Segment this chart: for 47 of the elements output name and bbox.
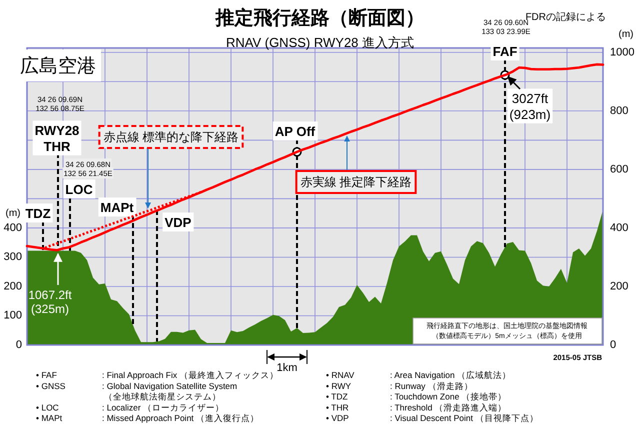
glossary: : Global Navigation Satellite System bbox=[102, 380, 238, 391]
ytick: 200 bbox=[4, 280, 22, 292]
annotation: TDZ bbox=[23, 204, 53, 222]
y2tick: 1000 bbox=[610, 46, 634, 58]
glossary: • RWY bbox=[326, 380, 352, 391]
glossary: • THR bbox=[326, 402, 349, 412]
glossary: • VDP bbox=[326, 413, 349, 424]
y2label: (m) bbox=[618, 28, 634, 40]
ytick: 0 bbox=[16, 339, 22, 351]
subtitle: RNAV (GNSS) RWY28 進入方式 bbox=[226, 34, 414, 50]
glossary: : Localizer （ローカライザー） bbox=[102, 402, 224, 412]
glossary: : Area Navigation （広域航法） bbox=[390, 370, 512, 380]
ytick: 300 bbox=[4, 251, 22, 264]
glossary: : Final Approach Fix （最終進入フィックス） bbox=[102, 370, 278, 380]
annotation: RWY28 THR bbox=[32, 120, 82, 156]
annotation: AP Off bbox=[272, 122, 318, 140]
annotation: VDP bbox=[162, 212, 194, 232]
annotation: LOC bbox=[63, 180, 96, 198]
glossary: : Threshold （滑走路進入端） bbox=[390, 402, 507, 412]
glossary: • GNSS bbox=[36, 380, 66, 391]
annotation: 3027ft (923m) bbox=[507, 88, 553, 124]
y2tick: 800 bbox=[610, 104, 628, 117]
glossary: • LOC bbox=[36, 402, 59, 412]
series-label: 赤実線 推定降下経路 bbox=[300, 175, 412, 189]
y2tick: 400 bbox=[610, 222, 628, 234]
series-name: 赤点線 標準的な降下経路 bbox=[98, 125, 244, 149]
scale-label: 1km bbox=[276, 362, 298, 374]
y2tick: 0 bbox=[610, 339, 616, 351]
glossary: • RNAV bbox=[326, 370, 354, 380]
title: 推定飛行経路（断面図） bbox=[216, 8, 424, 28]
glossary: • TDZ bbox=[326, 392, 348, 402]
annotation: MAPt bbox=[98, 198, 136, 216]
glossary: : Visual Descent Point （目視降下点） bbox=[390, 413, 538, 424]
glossary: : Runway （滑走路） bbox=[390, 380, 473, 391]
y2tick: 200 bbox=[610, 280, 628, 292]
glossary: （全地球航法衛星システム） bbox=[104, 392, 221, 402]
ytick: 400 bbox=[4, 222, 22, 234]
y2tick: 600 bbox=[610, 163, 628, 176]
ylabel: (m) bbox=[6, 207, 20, 218]
series-name: 赤実線 推定降下経路 bbox=[295, 170, 417, 194]
ytick: 100 bbox=[4, 310, 22, 322]
glossary: • FAF bbox=[36, 370, 57, 380]
annotation: 広島空港 bbox=[20, 54, 96, 76]
glossary: • MAPt bbox=[36, 413, 62, 424]
annotation: 1067.2ft (325m) bbox=[28, 288, 72, 316]
glossary: : Missed Approach Point （進入復行点） bbox=[102, 413, 260, 424]
glossary: : Touchdown Zone （接地帯） bbox=[390, 392, 507, 402]
